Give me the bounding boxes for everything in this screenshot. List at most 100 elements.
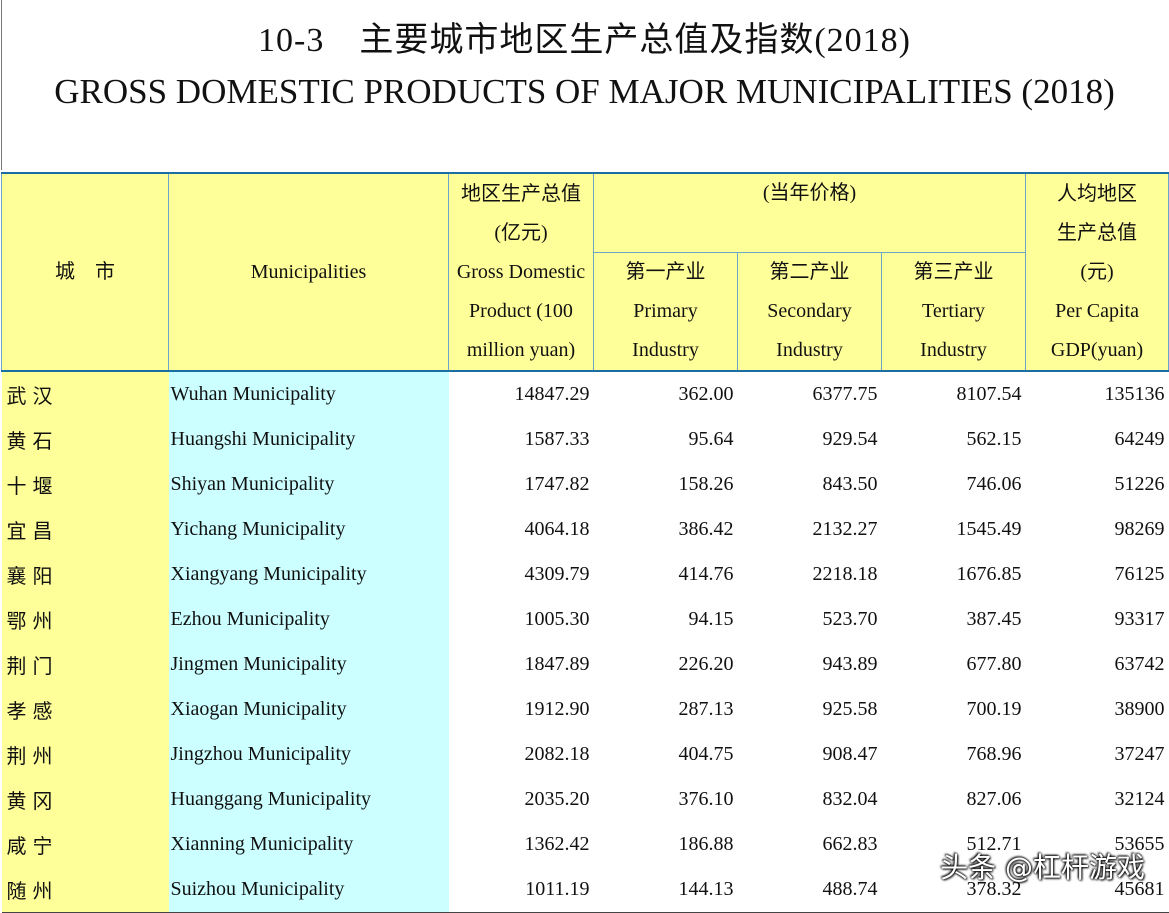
secondary-value: 2132.27 xyxy=(737,507,882,552)
tertiary-value: 700.19 xyxy=(881,687,1026,732)
tertiary-value: 378.32 xyxy=(881,867,1026,913)
city-en: Huanggang Municipality xyxy=(168,777,449,822)
tertiary-value: 768.96 xyxy=(881,732,1026,777)
gdp-value: 2082.18 xyxy=(448,732,594,777)
secondary-value: 488.74 xyxy=(737,867,882,913)
header-secondary-en-1: Secondary xyxy=(767,300,852,322)
header-primary-en-1: Primary xyxy=(633,300,698,322)
primary-value: 287.13 xyxy=(593,687,738,732)
primary-value: 186.88 xyxy=(593,822,738,867)
table-row: 宜昌 Yichang Municipality 4064.18 386.42 2… xyxy=(1,507,1169,552)
secondary-value: 832.04 xyxy=(737,777,882,822)
city-cn: 鄂州 xyxy=(1,597,169,642)
per-capita-value: 76125 xyxy=(1025,552,1169,597)
tertiary-value: 677.80 xyxy=(881,642,1026,687)
header-city-cn: 城 市 xyxy=(1,172,169,372)
frame-left-line xyxy=(1,0,2,170)
gdp-value: 2035.20 xyxy=(448,777,594,822)
secondary-value: 943.89 xyxy=(737,642,882,687)
header-secondary-en-2: Industry xyxy=(776,339,843,361)
per-capita-value: 93317 xyxy=(1025,597,1169,642)
per-capita-value: 37247 xyxy=(1025,732,1169,777)
primary-value: 386.42 xyxy=(593,507,738,552)
header-per-capita: 人均地区 生产总值 (元) Per Capita GDP(yuan) xyxy=(1025,172,1169,372)
city-en: Xianning Municipality xyxy=(168,822,449,867)
primary-value: 226.20 xyxy=(593,642,738,687)
primary-value: 158.26 xyxy=(593,462,738,507)
header-primary-en-2: Industry xyxy=(632,339,699,361)
table-row: 黄冈 Huanggang Municipality 2035.20 376.10… xyxy=(1,777,1169,822)
city-en: Xiaogan Municipality xyxy=(168,687,449,732)
city-en: Ezhou Municipality xyxy=(168,597,449,642)
secondary-value: 662.83 xyxy=(737,822,882,867)
primary-value: 414.76 xyxy=(593,552,738,597)
city-cn: 黄石 xyxy=(1,417,169,462)
city-cn: 武汉 xyxy=(1,371,169,417)
primary-value: 376.10 xyxy=(593,777,738,822)
gdp-table: 城 市 Municipalities 地区生产总值 (亿元) Gross Dom… xyxy=(1,172,1169,913)
per-capita-value: 38900 xyxy=(1025,687,1169,732)
tertiary-value: 1545.49 xyxy=(881,507,1026,552)
header-primary-cn: 第一产业 xyxy=(625,261,706,283)
gdp-value: 1011.19 xyxy=(448,867,594,913)
header-price-note: (当年价格) xyxy=(592,172,1027,253)
city-cn: 咸宁 xyxy=(1,822,169,867)
header-secondary-cn: 第二产业 xyxy=(769,261,850,283)
header-primary: 第一产业 Primary Industry xyxy=(593,252,738,372)
city-en: Huangshi Municipality xyxy=(168,417,449,462)
header-gdp-en-3: million yuan) xyxy=(466,338,576,361)
primary-value: 362.00 xyxy=(593,371,738,417)
header-gdp-en-2: Product (100 xyxy=(469,299,573,322)
gdp-value: 4064.18 xyxy=(448,507,594,552)
city-cn: 随州 xyxy=(1,867,169,913)
header-city-en: Municipalities xyxy=(168,172,449,372)
city-en: Wuhan Municipality xyxy=(168,371,449,417)
table-row: 襄阳 Xiangyang Municipality 4309.79 414.76… xyxy=(1,552,1169,597)
gdp-value: 14847.29 xyxy=(448,371,594,417)
header-secondary: 第二产业 Secondary Industry xyxy=(737,252,882,372)
per-capita-value: 51226 xyxy=(1025,462,1169,507)
header-tertiary-en-1: Tertiary xyxy=(922,300,986,322)
header-per-capita-2: 生产总值 xyxy=(1057,221,1138,244)
gdp-value: 1587.33 xyxy=(448,417,594,462)
table-row: 十堰 Shiyan Municipality 1747.82 158.26 84… xyxy=(1,462,1169,507)
header-gdp-cn-2: (亿元) xyxy=(494,221,548,244)
header-per-capita-4: Per Capita xyxy=(1055,299,1139,322)
secondary-value: 2218.18 xyxy=(737,552,882,597)
city-en: Xiangyang Municipality xyxy=(168,552,449,597)
city-en: Yichang Municipality xyxy=(168,507,449,552)
table-row: 荆门 Jingmen Municipality 1847.89 226.20 9… xyxy=(1,642,1169,687)
table-row: 咸宁 Xianning Municipality 1362.42 186.88 … xyxy=(1,822,1169,867)
header-per-capita-5: GDP(yuan) xyxy=(1050,338,1144,361)
gdp-value: 1005.30 xyxy=(448,597,594,642)
secondary-value: 6377.75 xyxy=(737,371,882,417)
tertiary-value: 1676.85 xyxy=(881,552,1026,597)
city-en: Jingmen Municipality xyxy=(168,642,449,687)
secondary-value: 843.50 xyxy=(737,462,882,507)
gdp-value: 4309.79 xyxy=(448,552,594,597)
tertiary-value: 827.06 xyxy=(881,777,1026,822)
tertiary-value: 512.71 xyxy=(881,822,1026,867)
tertiary-value: 8107.54 xyxy=(881,371,1026,417)
primary-value: 144.13 xyxy=(593,867,738,913)
gdp-value: 1362.42 xyxy=(448,822,594,867)
per-capita-value: 45681 xyxy=(1025,867,1169,913)
gdp-value: 1912.90 xyxy=(448,687,594,732)
gdp-value: 1747.82 xyxy=(448,462,594,507)
city-cn: 荆州 xyxy=(1,732,169,777)
tertiary-value: 387.45 xyxy=(881,597,1026,642)
secondary-value: 908.47 xyxy=(737,732,882,777)
table-row: 孝感 Xiaogan Municipality 1912.90 287.13 9… xyxy=(1,687,1169,732)
city-en: Shiyan Municipality xyxy=(168,462,449,507)
header-per-capita-3: (元) xyxy=(1080,260,1114,283)
header-tertiary: 第三产业 Tertiary Industry xyxy=(880,252,1027,372)
city-cn: 孝感 xyxy=(1,687,169,732)
header-tertiary-en-2: Industry xyxy=(920,339,987,361)
city-cn: 荆门 xyxy=(1,642,169,687)
primary-value: 404.75 xyxy=(593,732,738,777)
city-cn: 十堰 xyxy=(1,462,169,507)
per-capita-value: 98269 xyxy=(1025,507,1169,552)
per-capita-value: 64249 xyxy=(1025,417,1169,462)
header-per-capita-1: 人均地区 xyxy=(1057,182,1138,205)
secondary-value: 523.70 xyxy=(737,597,882,642)
